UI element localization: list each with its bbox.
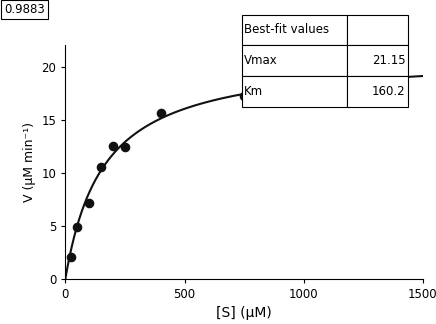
Point [300, 87, 307, 92]
Point [74, 224, 81, 229]
Text: 0.9883: 0.9883 [4, 3, 45, 16]
Y-axis label: V (μM min⁻¹): V (μM min⁻¹) [23, 122, 36, 202]
Point [157, 110, 164, 116]
Point [109, 144, 116, 149]
Point [241, 94, 248, 99]
Text: 160.2: 160.2 [372, 85, 405, 98]
Point [86, 201, 93, 206]
Point [68, 255, 75, 260]
Text: Km: Km [244, 85, 263, 98]
X-axis label: [S] (μM): [S] (μM) [216, 306, 272, 320]
Text: Vmax: Vmax [244, 54, 278, 67]
Text: 21.15: 21.15 [372, 54, 405, 67]
Point [122, 145, 129, 150]
Point [98, 165, 105, 170]
Text: Best-fit values: Best-fit values [244, 23, 329, 37]
